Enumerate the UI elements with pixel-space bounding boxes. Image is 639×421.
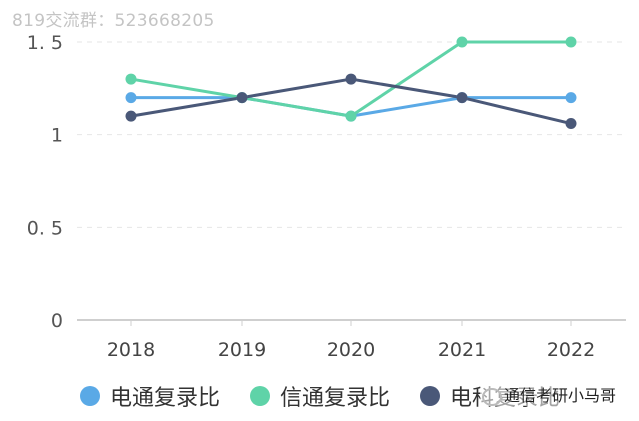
legend-dot-icon — [420, 386, 441, 406]
data-point[interactable] — [565, 92, 577, 104]
legend-item[interactable]: 信通复录比 — [250, 380, 390, 412]
data-point[interactable] — [345, 110, 357, 122]
data-point[interactable] — [456, 92, 468, 104]
y-tick-label: 0 — [51, 310, 63, 332]
x-tick-label: 2020 — [327, 339, 375, 361]
y-tick-label: 1. 5 — [27, 32, 63, 54]
legend-label: 信通复录比 — [280, 386, 391, 411]
data-point[interactable] — [565, 118, 577, 130]
y-tick-label: 1 — [51, 125, 63, 147]
x-tick-label: 2022 — [547, 339, 595, 361]
grid-lines — [77, 41, 626, 228]
data-point[interactable] — [125, 110, 137, 122]
data-point[interactable] — [236, 92, 248, 104]
watermark-top: 819交流群：523668205 — [12, 11, 215, 31]
legend-dot-icon — [80, 386, 100, 406]
y-axis: 0 0. 5 1 1. 5 — [27, 32, 63, 332]
wechat-icon — [482, 387, 502, 406]
x-tick-label: 2018 — [107, 339, 155, 361]
x-tick-label: 2019 — [218, 339, 266, 361]
x-tick-label: 2021 — [438, 339, 486, 361]
data-point[interactable] — [565, 36, 577, 48]
data-point[interactable] — [456, 36, 468, 48]
line-chart: 0 0. 5 1 1. 5 2018 2019 2020 2021 2022 — [27, 32, 626, 361]
legend-label: 电通复录比 — [110, 386, 221, 411]
series-lines — [125, 36, 577, 130]
y-tick-label: 0. 5 — [27, 217, 63, 239]
watermark-bottom: 通信考研小马哥 — [480, 382, 619, 406]
watermark-bottom-text: 通信考研小马哥 — [504, 386, 617, 405]
data-point[interactable] — [345, 73, 357, 85]
x-axis: 2018 2019 2020 2021 2022 — [77, 319, 626, 361]
data-point[interactable] — [125, 92, 137, 104]
legend-item[interactable]: 电通复录比 — [80, 380, 220, 412]
data-point[interactable] — [125, 73, 137, 85]
legend-dot-icon — [250, 386, 271, 406]
